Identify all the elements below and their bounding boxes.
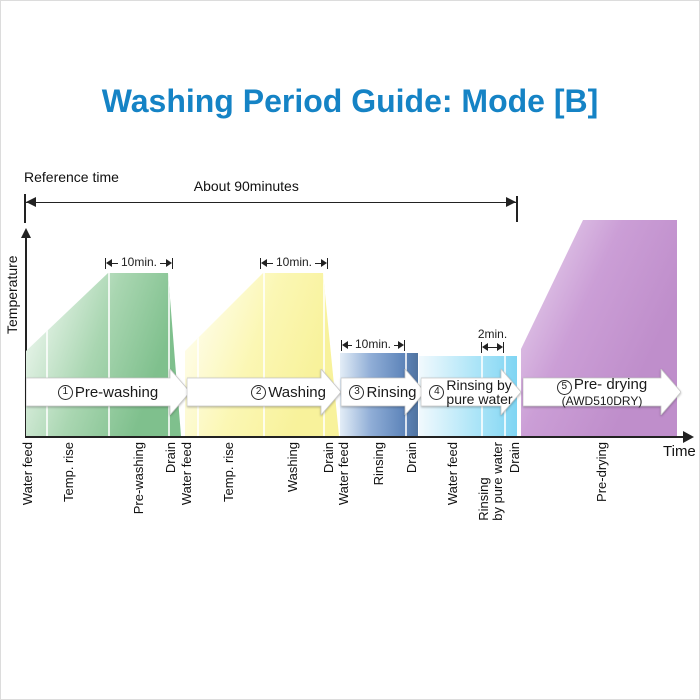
dimension-tick <box>327 257 328 269</box>
step-label-text: Pre-washing <box>74 383 159 401</box>
xaxis-label-water-feed: Water feed <box>445 442 460 506</box>
step-label-text: Rinsing <box>366 383 417 401</box>
duration-label: 10min. <box>275 255 313 269</box>
dimension-line <box>315 262 321 264</box>
x-axis-label: Time <box>663 443 696 460</box>
step-arrow-prewashing: 1 Pre-washing <box>26 369 190 415</box>
dimension-line <box>160 262 166 264</box>
step-arrow-rinsing-pure-water: 4 Rinsing by pure water <box>421 369 521 415</box>
step-label-predrying: 5 Pre- drying (AWD510DRY) <box>523 369 681 415</box>
step-label-text: Rinsing by pure water <box>446 377 513 407</box>
block-arrow-icon <box>26 369 190 415</box>
xaxis-label-rinsing: Rinsing <box>371 442 386 486</box>
dimension-tick <box>481 341 482 353</box>
arrow-right-icon <box>321 259 327 267</box>
arrow-up-icon <box>21 228 31 238</box>
step-label-prewashing: 1 Pre-washing <box>26 369 190 415</box>
dimension-tick <box>24 194 26 223</box>
total-duration-label: About 90minutes <box>193 178 299 194</box>
arrow-left-icon <box>106 259 112 267</box>
step-sublabel: (AWD510DRY) <box>561 393 643 408</box>
dimension-line <box>348 344 352 346</box>
phase-divider <box>46 273 48 436</box>
reference-time-label: Reference time <box>24 169 119 185</box>
phase-divider <box>263 273 265 436</box>
xaxis-label-temp-rise: Temp. rise <box>61 442 76 502</box>
step-label-washing: 2 Washing <box>187 369 341 415</box>
dimension-line <box>112 262 118 264</box>
step-arrow-predrying: 5 Pre- drying (AWD510DRY) <box>523 369 681 415</box>
dimension-line <box>394 344 398 346</box>
xaxis-label-washing: Washing <box>285 442 300 493</box>
dimension-line <box>488 346 497 348</box>
xaxis-label-water-feed: Water feed <box>336 442 351 506</box>
xaxis-label-rinsing-by-pure-water: Rinsing by pure water <box>476 442 505 521</box>
step-label-rinsing-pure-water: 4 Rinsing by pure water <box>421 369 521 415</box>
arrow-left-icon <box>261 259 267 267</box>
dimension-tick <box>516 196 518 222</box>
phase-divider <box>108 273 110 436</box>
step-arrow-rinsing: 3 Rinsing <box>341 369 425 415</box>
duration-dimension-washing: 10min. <box>260 255 328 269</box>
step-number-icon: 5 <box>556 379 572 395</box>
arrow-left-icon <box>482 343 488 351</box>
xaxis-label-drain: Drain <box>404 442 419 474</box>
dimension-tick <box>404 339 405 351</box>
dimension-line <box>25 202 517 203</box>
xaxis-label-water-feed: Water feed <box>179 442 194 506</box>
dimension-line <box>267 262 273 264</box>
xaxis-label-drain: Drain <box>321 442 336 474</box>
arrow-right-icon <box>398 341 404 349</box>
step-number-icon: 2 <box>251 384 267 400</box>
xaxis-label-drain: Drain <box>507 442 522 474</box>
phase-divider <box>197 273 199 436</box>
phase-divider <box>168 273 170 436</box>
total-duration-dimension: About 90minutes <box>24 178 518 223</box>
dimension-tick <box>105 257 106 269</box>
step-number-icon: 1 <box>57 384 73 400</box>
page-title: Washing Period Guide: Mode [B] <box>101 83 599 119</box>
arrow-left-icon <box>26 197 36 207</box>
duration-label: 10min. <box>354 337 392 351</box>
x-axis <box>25 436 685 438</box>
step-number-icon: 3 <box>349 384 365 400</box>
xaxis-label-pre-drying: Pre-drying <box>594 442 609 502</box>
block-arrow-icon <box>341 369 425 415</box>
step-label-text: Washing <box>268 383 326 401</box>
duration-dimension-pure-water: 2min. <box>478 327 507 353</box>
xaxis-label-pre-washing: Pre-washing <box>131 442 146 515</box>
xaxis-label-water-feed: Water feed <box>20 442 35 506</box>
arrow-right-icon <box>506 197 516 207</box>
dimension-tick <box>260 257 261 269</box>
phase-divider <box>323 273 325 436</box>
step-arrow-washing: 2 Washing <box>187 369 341 415</box>
dimension-tick <box>341 339 342 351</box>
duration-label: 2min. <box>477 327 508 341</box>
duration-dimension-prewashing: 10min. <box>105 255 173 269</box>
duration-label: 10min. <box>120 255 158 269</box>
arrow-right-icon <box>497 343 503 351</box>
dimension-tick <box>172 257 173 269</box>
y-axis-label: Temperature <box>4 255 20 334</box>
step-label-text: 5 Pre- drying (AWD510DRY) <box>556 377 647 408</box>
xaxis-label-temp-rise: Temp. rise <box>221 442 236 502</box>
block-arrow-icon <box>421 369 521 415</box>
y-axis <box>25 238 27 437</box>
arrow-left-icon <box>342 341 348 349</box>
xaxis-label-drain: Drain <box>163 442 178 474</box>
step-number-icon: 4 <box>429 384 445 400</box>
step-label-rinsing: 3 Rinsing <box>341 369 425 415</box>
dimension-tick <box>503 341 504 353</box>
arrow-right-icon <box>683 431 694 443</box>
arrow-right-icon <box>166 259 172 267</box>
duration-dimension-rinsing: 10min. <box>341 337 405 351</box>
